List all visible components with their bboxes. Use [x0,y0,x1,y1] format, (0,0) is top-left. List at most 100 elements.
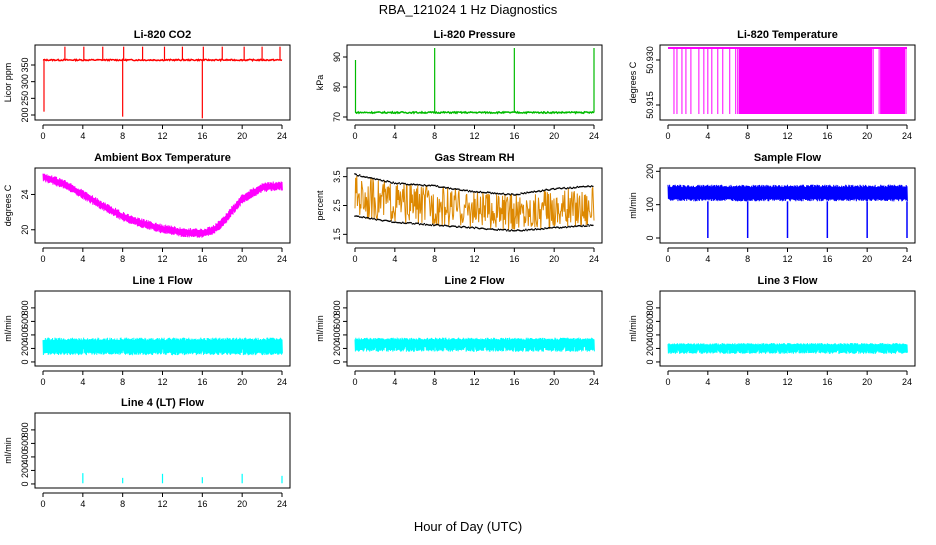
data-point [450,225,453,227]
data-point [562,226,564,229]
data-point [370,177,373,179]
x-tick-label: 0 [665,131,670,141]
data-point [543,190,545,192]
data-point [435,223,438,226]
x-tick-label: 20 [237,499,247,509]
x-tick-label: 12 [782,377,792,387]
data-point [421,223,423,225]
data-point [559,187,562,190]
data-point [411,183,414,186]
data-point [412,183,415,185]
data-point [449,187,452,189]
series-marks [42,46,283,119]
data-point [581,225,583,228]
plot-frame [346,44,603,121]
data-point [423,183,426,186]
data-point [467,226,470,228]
data-point [564,187,567,190]
data-point [447,186,450,189]
plot-frame [34,412,291,489]
data-point [497,228,500,231]
data-point [470,190,472,193]
y-tick-label: 400 [20,449,30,464]
data-point [400,222,403,225]
data-point [587,185,589,187]
data-point [566,226,569,228]
data-point [505,229,508,232]
x-tick-label: 20 [862,377,872,387]
data-point [490,228,493,230]
y-tick-label: 20 [20,225,30,235]
data-point [434,184,436,187]
data-point [484,192,487,194]
data-point [423,222,426,225]
data-point [510,193,513,195]
data-point [527,191,530,194]
data-point [501,228,503,231]
data-point [453,225,455,228]
data-point [376,218,379,221]
y-axis-label: degrees C [3,184,13,226]
data-point [519,193,521,196]
y-tick-label: 250 [20,91,30,106]
data-point [449,225,452,228]
x-tick-label: 12 [157,377,167,387]
y-tick-label: 70 [332,112,342,122]
data-point [543,228,545,231]
data-point [380,179,383,182]
data-point [540,227,543,230]
data-point [509,229,512,232]
data-point [465,226,467,229]
data-point [357,174,360,177]
chart-title: Sample Flow [754,152,822,164]
data-point [517,193,520,196]
series-marks [667,184,908,238]
data-point [368,176,371,179]
x-tick-label: 12 [469,377,479,387]
data-point [503,228,506,231]
data-point [374,218,377,221]
data-point [393,221,396,224]
y-tick-label: 400 [332,327,342,342]
data-point [572,186,575,189]
data-point [458,225,460,228]
data-point [474,191,477,193]
data-point [473,191,476,193]
data-point [375,219,378,221]
data-point [575,186,577,189]
data-point [390,181,392,184]
series-line [354,175,595,231]
data-point [387,180,390,183]
data-point [557,226,559,229]
data-point [455,188,458,191]
data-point [476,190,478,193]
data-point [515,229,518,232]
data-point [584,185,587,188]
x-tick-label: 12 [469,131,479,141]
x-tick-label: 20 [549,131,559,141]
y-axis-label: ml/min [628,315,638,342]
data-point [491,192,494,194]
data-point [478,191,481,194]
y-tick-label: 600 [20,314,30,329]
data-point [482,191,484,194]
data-point [470,226,472,229]
data-point [583,185,586,188]
data-point [516,229,519,231]
y-tick-label: 350 [20,57,30,72]
data-point [473,227,476,230]
data-point [537,190,539,193]
x-tick-label: 0 [665,254,670,264]
plot-frame [346,290,603,367]
y-tick-label: 200 [20,463,30,478]
data-point [431,223,434,226]
data-point [453,188,455,190]
data-point [509,194,512,196]
x-tick-label: 8 [745,254,750,264]
y-axis-label: ml/min [315,315,325,342]
series-line [667,184,908,202]
data-point [552,187,555,190]
data-point [468,189,471,192]
y-axis-label: kPa [315,75,325,91]
